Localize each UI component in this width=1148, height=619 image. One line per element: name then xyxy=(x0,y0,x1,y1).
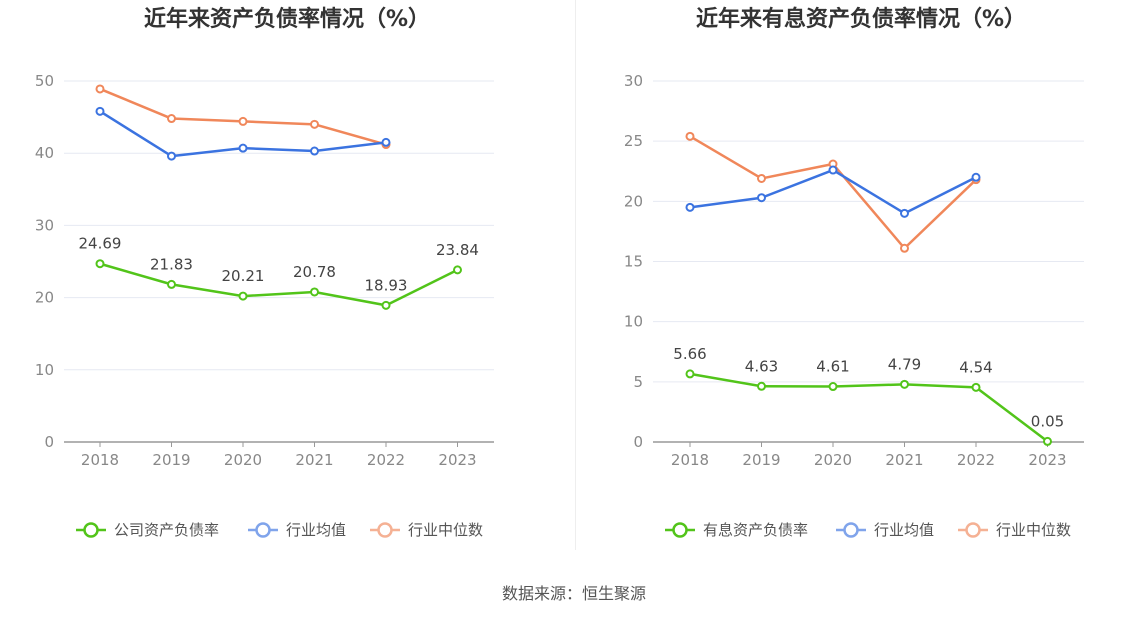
data-point xyxy=(828,165,838,175)
chart-title: 近年来资产负债率情况（%） xyxy=(144,6,430,32)
y-tick-label: 25 xyxy=(624,132,643,150)
data-point xyxy=(95,84,105,94)
data-label: 4.79 xyxy=(888,355,921,373)
legend-swatch-marker xyxy=(83,522,99,538)
data-point xyxy=(900,243,909,253)
data-point xyxy=(828,382,838,392)
data-point xyxy=(685,131,695,141)
legend-swatch-marker xyxy=(843,522,859,538)
series-line xyxy=(689,372,1049,443)
chart-title: 近年来有息资产负债率情况（%） xyxy=(696,6,1026,32)
x-tick-label: 2022 xyxy=(367,451,405,469)
x-tick-label: 2019 xyxy=(742,451,780,469)
legend-swatch-marker xyxy=(965,522,981,538)
source-note: 数据来源：恒生聚源 xyxy=(501,584,646,603)
y-tick-label: 30 xyxy=(35,216,54,234)
y-tick-label: 20 xyxy=(624,192,643,210)
data-label: 4.63 xyxy=(745,357,778,375)
legend-swatch-marker xyxy=(672,522,688,538)
x-tick-label: 2021 xyxy=(885,451,923,469)
data-point xyxy=(381,300,391,310)
legend-swatch-marker xyxy=(255,522,271,538)
data-point xyxy=(310,119,319,129)
y-tick-label: 10 xyxy=(624,313,643,331)
data-label: 4.61 xyxy=(816,358,849,376)
chart-2: 近年来有息资产负债率情况（%） 0 5 10 15 20 25 30 2018 2019 2020 2… xyxy=(624,6,1084,539)
data-label: 24.69 xyxy=(79,235,122,253)
data-point xyxy=(757,381,766,391)
data-point xyxy=(238,143,248,153)
x-tick-label: 2022 xyxy=(957,451,995,469)
x-tick-label: 2018 xyxy=(81,451,119,469)
data-point xyxy=(310,146,319,156)
x-tick-label: 2020 xyxy=(814,451,852,469)
data-label: 21.83 xyxy=(150,255,193,273)
y-tick-label: 10 xyxy=(35,361,54,379)
y-tick-label: 0 xyxy=(633,433,643,451)
data-point xyxy=(900,208,909,218)
x-tick-label: 2023 xyxy=(438,451,476,469)
data-point xyxy=(1043,436,1052,446)
data-point xyxy=(757,173,766,183)
x-tick-label: 2019 xyxy=(152,451,190,469)
x-tick-label: 2021 xyxy=(295,451,333,469)
legend-label: 行业均值 xyxy=(286,521,346,539)
legend-label: 有息资产负债率 xyxy=(703,521,808,539)
x-tick-label: 2023 xyxy=(1028,451,1066,469)
data-label: 0.05 xyxy=(1031,412,1064,430)
data-label: 18.93 xyxy=(365,276,408,294)
chart-1: 近年来资产负债率情况（%） 0 10 20 30 40 50 2018 2019 2020 2021… xyxy=(35,6,494,539)
data-label: 20.78 xyxy=(293,263,336,281)
chart-divider xyxy=(575,0,576,550)
data-point xyxy=(95,106,105,116)
series-line xyxy=(689,135,977,250)
data-point xyxy=(971,172,981,182)
data-label: 4.54 xyxy=(959,358,992,376)
data-point xyxy=(238,291,248,301)
y-tick-label: 5 xyxy=(633,373,643,391)
x-tick-label: 2020 xyxy=(224,451,262,469)
legend-label: 行业中位数 xyxy=(408,521,483,539)
data-point xyxy=(971,382,981,392)
data-point xyxy=(900,379,909,389)
y-tick-label: 20 xyxy=(35,289,54,307)
data-label: 20.21 xyxy=(222,267,265,285)
y-tick-label: 15 xyxy=(624,253,643,271)
data-label: 5.66 xyxy=(673,345,706,363)
data-point xyxy=(685,369,695,379)
data-label: 23.84 xyxy=(436,241,479,259)
y-tick-label: 40 xyxy=(35,144,54,162)
data-point xyxy=(310,287,319,297)
y-tick-label: 50 xyxy=(35,72,54,90)
data-point xyxy=(167,279,176,289)
legend-label: 行业均值 xyxy=(874,521,934,539)
x-tick-label: 2018 xyxy=(671,451,709,469)
data-point xyxy=(685,202,695,212)
data-point xyxy=(167,114,176,124)
series-line xyxy=(99,87,387,146)
series-line xyxy=(99,262,459,307)
legend-label: 公司资产负债率 xyxy=(114,521,219,539)
legend-label: 行业中位数 xyxy=(996,521,1071,539)
series-line xyxy=(689,168,977,215)
data-point xyxy=(167,151,176,161)
data-point xyxy=(238,116,248,126)
data-point xyxy=(757,193,766,203)
data-point xyxy=(453,265,462,275)
y-tick-label: 0 xyxy=(44,433,54,451)
legend-swatch-marker xyxy=(377,522,393,538)
y-tick-label: 30 xyxy=(624,72,643,90)
data-point xyxy=(95,259,105,269)
data-point xyxy=(381,137,391,147)
